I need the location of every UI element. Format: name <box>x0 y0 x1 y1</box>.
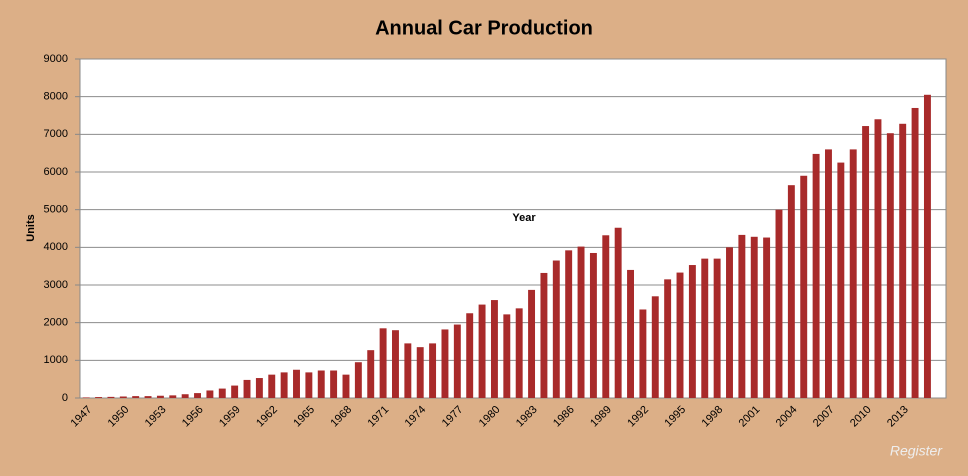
bar <box>354 362 362 398</box>
bar <box>923 94 931 399</box>
bar <box>676 272 684 398</box>
bar <box>565 250 573 398</box>
bar <box>651 296 659 398</box>
bar <box>466 313 474 398</box>
bar <box>812 153 820 398</box>
y-tick-label: 0 <box>62 392 68 404</box>
y-tick-label: 3000 <box>44 279 68 291</box>
bar <box>367 350 375 398</box>
bar <box>293 369 300 398</box>
bar <box>181 394 189 398</box>
bar <box>441 329 449 398</box>
bar <box>132 396 140 398</box>
bar <box>552 260 560 398</box>
bar <box>255 378 263 398</box>
y-tick-label: 6000 <box>44 166 68 178</box>
bar <box>515 308 523 398</box>
bar <box>750 236 758 398</box>
bar <box>392 330 399 398</box>
bar <box>95 397 103 398</box>
bar <box>429 343 437 398</box>
bar <box>194 393 201 398</box>
bar <box>713 258 721 398</box>
bar <box>602 235 610 398</box>
bar <box>156 395 164 398</box>
bar <box>280 372 288 398</box>
bar <box>107 396 115 398</box>
bar <box>169 395 177 398</box>
bar <box>453 324 461 398</box>
bar <box>787 185 795 398</box>
bar <box>243 379 251 398</box>
bar <box>218 388 226 398</box>
bar <box>330 370 338 398</box>
bar <box>305 372 313 398</box>
bar <box>800 175 808 398</box>
bar <box>416 347 424 398</box>
bar <box>589 252 597 398</box>
y-tick-label: 8000 <box>44 91 68 103</box>
bar <box>627 269 634 398</box>
bar <box>577 246 585 398</box>
chart-title: Annual Car Production <box>375 17 593 39</box>
bar <box>82 397 90 398</box>
y-tick-label: 2000 <box>44 317 68 329</box>
bar <box>664 279 672 398</box>
bar <box>144 396 152 398</box>
bar <box>738 234 746 398</box>
bar <box>763 237 771 398</box>
bar <box>639 309 647 398</box>
bar <box>911 107 919 398</box>
bar <box>342 374 350 398</box>
bar <box>726 247 733 398</box>
bar <box>849 149 857 398</box>
bar <box>317 370 325 398</box>
bar <box>503 314 511 398</box>
bar <box>886 133 894 398</box>
bar <box>899 123 907 398</box>
watermark: Register <box>890 443 943 459</box>
bar <box>528 289 536 398</box>
bar <box>614 227 622 398</box>
bar <box>825 149 832 398</box>
y-tick-label: 5000 <box>44 204 68 216</box>
bar <box>379 328 387 398</box>
y-tick-label: 4000 <box>44 241 68 253</box>
y-tick-label: 9000 <box>44 53 68 65</box>
bar <box>688 265 696 398</box>
bar <box>490 300 498 398</box>
x-axis-label: Year <box>512 212 536 224</box>
y-tick-label: 1000 <box>44 354 68 366</box>
bar <box>231 385 239 398</box>
bar <box>119 396 127 398</box>
bar <box>862 126 870 399</box>
y-tick-label: 7000 <box>44 128 68 140</box>
bar <box>874 119 882 399</box>
bar <box>701 258 709 398</box>
bar <box>404 343 412 398</box>
bar <box>837 162 845 398</box>
y-axis-label: Units <box>25 214 37 242</box>
bar <box>775 209 783 398</box>
bar <box>206 390 214 398</box>
bar <box>268 374 276 398</box>
bar <box>540 272 548 398</box>
bar <box>478 304 486 398</box>
